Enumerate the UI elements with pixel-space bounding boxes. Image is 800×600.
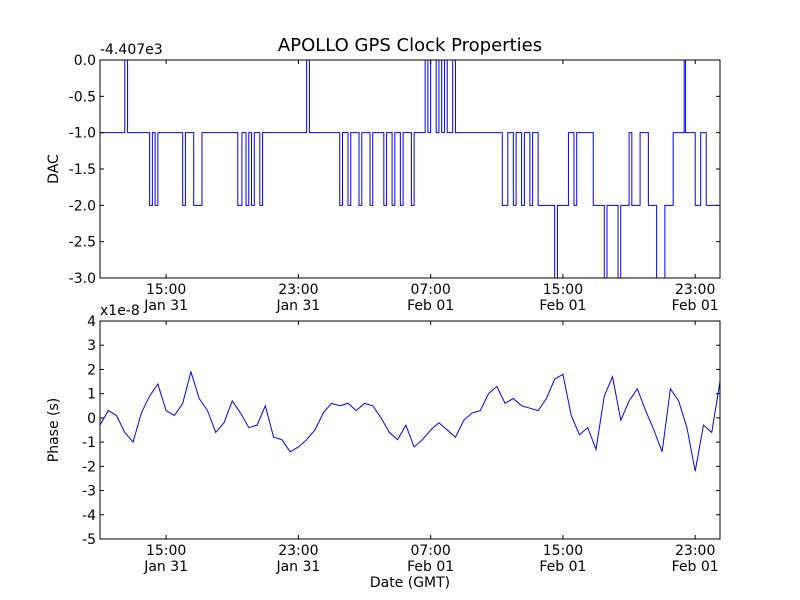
phase-xtick-date: Jan 31 [143, 559, 188, 575]
phase-xlabel: Date (GMT) [370, 575, 450, 591]
dac-ytick-label: -3.0 [69, 271, 96, 287]
dac-ytick-label: -0.5 [69, 89, 96, 105]
dac-xtick-time: 23:00 [278, 282, 318, 298]
figure-title: APOLLO GPS Clock Properties [278, 35, 542, 56]
phase-ytick-label: -4 [82, 508, 96, 524]
dac-series-line-0 [100, 60, 720, 278]
dac-plot-frame [99, 59, 721, 279]
phase-ytick-label: -2 [82, 459, 96, 475]
dac-xtick-time: 23:00 [675, 282, 715, 298]
phase-offset-label: x1e-8 [100, 303, 140, 319]
phase-xtick-time: 23:00 [675, 543, 715, 559]
phase-ytick-label: -3 [82, 484, 96, 500]
dac-ytick-label: 0.0 [74, 53, 96, 69]
phase-ytick-label: 3 [87, 338, 96, 354]
dac-xtick-date: Feb 01 [672, 298, 719, 314]
dac-xtick-time: 07:00 [410, 282, 450, 298]
dac-ytick-label: -1.0 [69, 126, 96, 142]
phase-series-line-0 [100, 370, 720, 472]
dac-ytick-label: -2.0 [69, 198, 96, 214]
dac-xtick-time: 15:00 [543, 282, 583, 298]
dac-xtick-date: Feb 01 [539, 298, 586, 314]
phase-plot-frame [99, 320, 721, 540]
dac-ytick-label: -2.5 [69, 235, 96, 251]
phase-ytick-label: 2 [87, 362, 96, 378]
dac-xtick-date: Jan 31 [143, 298, 188, 314]
phase-ytick-label: 0 [87, 411, 96, 427]
dac-xtick-date: Feb 01 [407, 298, 454, 314]
dac-ytick-label: -1.5 [69, 162, 96, 178]
dac-offset-label: -4.407e3 [100, 42, 163, 58]
phase-xtick-time: 15:00 [543, 543, 583, 559]
phase-xtick-date: Feb 01 [407, 559, 454, 575]
phase-xtick-time: 15:00 [146, 543, 186, 559]
phase-xtick-date: Feb 01 [672, 559, 719, 575]
phase-ytick-label: 4 [87, 314, 96, 330]
dac-ylabel: DAC [46, 154, 62, 184]
phase-xtick-time: 07:00 [410, 543, 450, 559]
phase-ytick-label: 1 [87, 387, 96, 403]
phase-xtick-time: 23:00 [278, 543, 318, 559]
phase-ylabel: Phase (s) [46, 398, 62, 462]
phase-xtick-date: Jan 31 [275, 559, 320, 575]
phase-ytick-label: -1 [82, 435, 96, 451]
phase-ytick-label: -5 [82, 532, 96, 548]
dac-xtick-date: Jan 31 [275, 298, 320, 314]
phase-xtick-date: Feb 01 [539, 559, 586, 575]
dac-xtick-time: 15:00 [146, 282, 186, 298]
